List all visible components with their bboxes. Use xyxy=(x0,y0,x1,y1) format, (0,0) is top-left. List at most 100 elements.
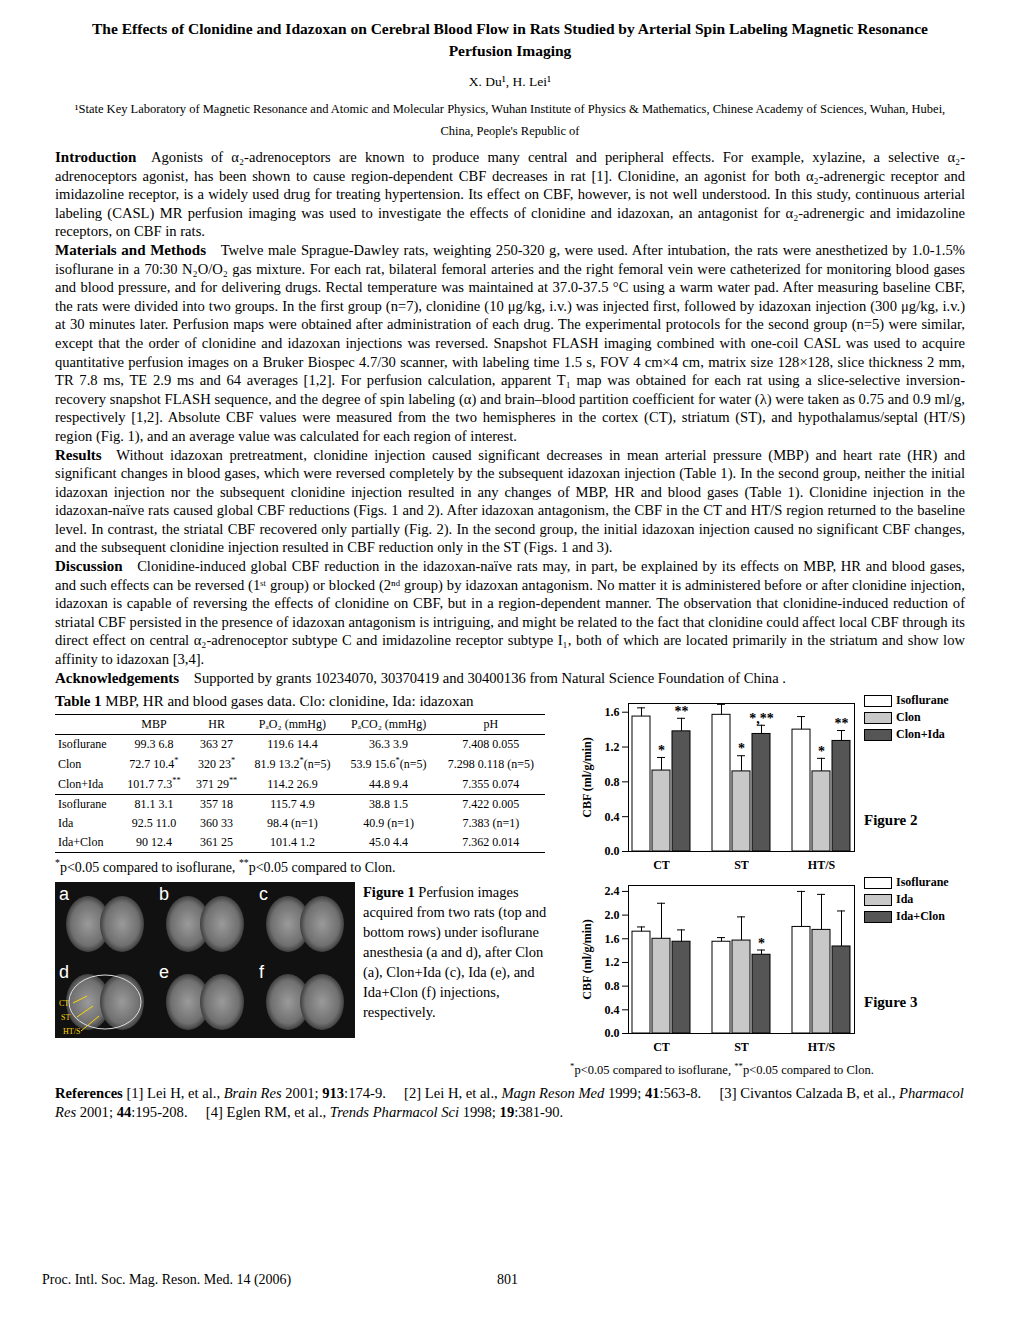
html-text:44.8 9.4: 44.8 9.4 xyxy=(369,776,409,791)
svg-text:*,**: *,** xyxy=(749,711,774,726)
html-text:7.422 0.005: 7.422 0.005 xyxy=(462,797,520,812)
html-text:Results Without idazoxan pretr: Results Without idazoxan pretreatment, c… xyxy=(55,446,965,556)
svg-text:CT: CT xyxy=(653,1040,670,1054)
svg-text:2.4: 2.4 xyxy=(605,884,620,898)
svg-text:CBF (ml/g/min): CBF (ml/g/min) xyxy=(580,737,594,818)
svg-text:**: ** xyxy=(835,716,849,731)
html-text:38.8 1.5: 38.8 1.5 xyxy=(369,797,409,812)
html-text:7.355 0.074: 7.355 0.074 xyxy=(462,776,520,791)
html-text:PₐO₂ (mmHg): PₐO₂ (mmHg) xyxy=(258,717,326,732)
svg-text:e: e xyxy=(159,962,169,982)
svg-text:a: a xyxy=(59,884,70,904)
svg-text:0.0: 0.0 xyxy=(605,845,620,859)
svg-text:0.4: 0.4 xyxy=(605,1003,620,1017)
html-text:7.383 (n=1): 7.383 (n=1) xyxy=(462,816,520,831)
html-text:Isoflurane: Isoflurane xyxy=(896,693,949,708)
html-text:Materials and Methods Twelve m: Materials and Methods Twelve male Spragu… xyxy=(55,242,965,444)
svg-text:ST: ST xyxy=(61,1013,70,1022)
html-text:119.6 14.4: 119.6 14.4 xyxy=(267,737,318,752)
svg-text:c: c xyxy=(259,884,268,904)
html-text:360 33: 360 33 xyxy=(200,816,234,831)
html-text:72.7 10.4*: 72.7 10.4* xyxy=(129,756,179,772)
html-text:Ida+Clon: Ida+Clon xyxy=(58,835,104,850)
html-text:Introduction Agonists of α₂-ad: Introduction Agonists of α₂-adrenoceptor… xyxy=(55,149,965,240)
html-text:Ida+Clon: Ida+Clon xyxy=(896,909,945,924)
html-text:Ida: Ida xyxy=(58,816,74,831)
html-text:81.9 13.2*(n=5): 81.9 13.2*(n=5) xyxy=(254,756,331,772)
html-text:45.0 4.4: 45.0 4.4 xyxy=(369,835,409,850)
svg-text:2.0: 2.0 xyxy=(605,908,620,922)
html-text:References [1] Lei H, et al.,: References [1] Lei H, et al., Brain Res … xyxy=(55,1085,964,1121)
html-text:114.2 26.9: 114.2 26.9 xyxy=(267,776,318,791)
html-text:Isoflurane: Isoflurane xyxy=(896,875,949,890)
svg-text:0.0: 0.0 xyxy=(605,1027,620,1041)
svg-text:HT/S: HT/S xyxy=(63,1027,80,1036)
html-text:36.3 3.9: 36.3 3.9 xyxy=(369,737,409,752)
svg-text:*: * xyxy=(738,741,745,756)
html-text:*p<0.05 compared to isoflurane: *p<0.05 compared to isoflurane,**p<0.05 … xyxy=(570,1061,874,1078)
html-text:HR: HR xyxy=(208,717,225,732)
html-text:7.362 0.014: 7.362 0.014 xyxy=(462,835,520,850)
html-text:40.9 (n=1): 40.9 (n=1) xyxy=(363,816,414,831)
svg-text:*: * xyxy=(658,743,665,758)
svg-text:HT/S: HT/S xyxy=(808,858,836,872)
html-text:Figure 1 Perfusion images acqu: Figure 1 Perfusion images acquired from … xyxy=(363,883,547,1020)
svg-text:*: * xyxy=(758,936,765,951)
svg-text:HT/S: HT/S xyxy=(808,1040,836,1054)
svg-text:1.2: 1.2 xyxy=(605,740,620,754)
svg-text:0.8: 0.8 xyxy=(605,775,620,789)
svg-text:CT: CT xyxy=(59,999,69,1008)
html-text:MBP: MBP xyxy=(141,717,167,732)
html-text:¹State Key Laboratory of Magne: ¹State Key Laboratory of Magnetic Resona… xyxy=(74,102,946,138)
html-text:801: 801 xyxy=(497,1272,518,1287)
html-text:Discussion Clonidine-induced g: Discussion Clonidine-induced global CBF … xyxy=(55,558,965,667)
html-text:Table 1 MBP, HR and blood gase: Table 1 MBP, HR and blood gases data. Cl… xyxy=(55,693,474,710)
svg-text:b: b xyxy=(159,884,169,904)
html-text:90 12.4: 90 12.4 xyxy=(136,835,172,850)
html-text:Clon: Clon xyxy=(58,756,82,771)
html-text:81.1 3.1: 81.1 3.1 xyxy=(134,797,174,812)
html-text:320 23*: 320 23* xyxy=(198,756,236,772)
svg-text:1.6: 1.6 xyxy=(605,705,620,719)
html-text:Proc. Intl. Soc. Mag. Reson. M: Proc. Intl. Soc. Mag. Reson. Med. 14 (20… xyxy=(42,1272,292,1287)
svg-text:**: ** xyxy=(675,704,689,719)
html-text:Isoflurane: Isoflurane xyxy=(58,797,107,812)
html-text:98.4 (n=1): 98.4 (n=1) xyxy=(267,816,318,831)
html-text:The Effects of Clonidine and I: The Effects of Clonidine and Idazoxan on… xyxy=(92,20,928,59)
html-text:7.298 0.118 (n=5): 7.298 0.118 (n=5) xyxy=(447,756,534,771)
svg-text:0.8: 0.8 xyxy=(605,979,620,993)
html-text:Clon+Ida: Clon+Ida xyxy=(58,776,104,791)
html-text:357 18: 357 18 xyxy=(200,797,234,812)
html-text:101.7 7.3**: 101.7 7.3** xyxy=(127,776,181,792)
html-text:115.7 4.9: 115.7 4.9 xyxy=(270,797,315,812)
svg-text:1.2: 1.2 xyxy=(605,956,620,970)
html-text:371 29**: 371 29** xyxy=(195,776,238,792)
html-text:Ida: Ida xyxy=(896,892,914,907)
html-text:Figure 2: Figure 2 xyxy=(864,812,918,829)
svg-text:*: * xyxy=(818,744,825,759)
svg-text:ST: ST xyxy=(734,1040,749,1054)
html-text:92.5 11.0: 92.5 11.0 xyxy=(131,816,177,831)
svg-text:ST: ST xyxy=(734,858,749,872)
svg-text:0.4: 0.4 xyxy=(605,810,620,824)
html-text:Figure 3: Figure 3 xyxy=(864,994,918,1011)
html-text:Clon+Ida: Clon+Ida xyxy=(896,727,945,742)
html-text:*p<0.05 compared to isoflurane: *p<0.05 compared to isoflurane,**p<0.05 … xyxy=(55,857,396,875)
html-text:Clon: Clon xyxy=(896,710,921,725)
svg-text:1.6: 1.6 xyxy=(605,932,620,946)
html-text:101.4 1.2: 101.4 1.2 xyxy=(269,835,315,850)
svg-text:d: d xyxy=(59,962,69,982)
html-text:pH: pH xyxy=(483,717,499,732)
svg-text:f: f xyxy=(259,962,265,982)
html-text:PₐCO₂ (mmHg): PₐCO₂ (mmHg) xyxy=(351,717,427,732)
svg-text:CBF (ml/g/min): CBF (ml/g/min) xyxy=(580,919,594,1000)
html-text:99.3 6.8: 99.3 6.8 xyxy=(134,737,174,752)
svg-text:CT: CT xyxy=(653,858,670,872)
html-text:7.408 0.055: 7.408 0.055 xyxy=(462,737,520,752)
html-text:53.9 15.6*(n=5): 53.9 15.6*(n=5) xyxy=(350,756,427,772)
html-text:361 25: 361 25 xyxy=(200,835,234,850)
html-text:Acknowledgements Supported by: Acknowledgements Supported by grants 102… xyxy=(55,669,786,686)
html-text:Isoflurane: Isoflurane xyxy=(58,737,107,752)
html-text:363 27: 363 27 xyxy=(200,737,234,752)
html-text:X. Du¹, H. Lei¹: X. Du¹, H. Lei¹ xyxy=(468,74,552,89)
